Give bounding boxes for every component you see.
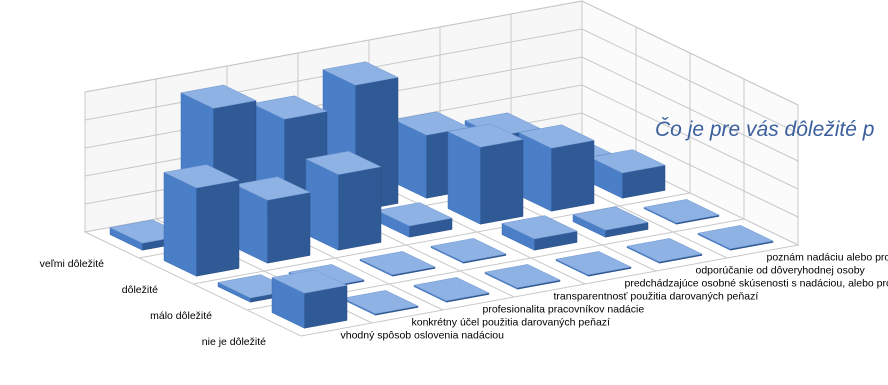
bar [271, 269, 348, 329]
bar-front [305, 158, 339, 251]
bar-top [555, 251, 632, 276]
series-label: odporúčanie od dôveryhodnej osoby [696, 265, 866, 277]
bar-side [551, 140, 595, 212]
category-label: málo dôležité [150, 310, 212, 322]
bar-top [393, 111, 470, 136]
category-label: dôležité [122, 284, 158, 296]
series-label: konkrétny účel použitia darovaných peňaz… [412, 317, 611, 329]
bar [643, 199, 720, 225]
bar-top [180, 84, 257, 109]
bar [589, 149, 666, 199]
bar [484, 264, 561, 290]
bar [447, 123, 524, 225]
bar-front [163, 172, 197, 277]
series-label: predchádzajúce osobné skúsenosti s nadác… [625, 278, 888, 290]
bar-top [413, 277, 490, 302]
bar [163, 164, 240, 277]
category-label: nie je dôležité [202, 336, 266, 348]
gridline [84, 28, 799, 134]
bar-top [251, 95, 328, 120]
bar-top [643, 199, 720, 224]
bar [626, 238, 703, 264]
bar-top [234, 176, 311, 201]
chart-labels: veľmi dôležité dôležité málo dôležité nie j… [40, 252, 888, 349]
category-label: veľmi dôležité [40, 258, 104, 270]
bar [697, 225, 774, 251]
bar [555, 251, 632, 277]
bar-top [626, 238, 703, 263]
bar [359, 251, 436, 277]
bar-top [322, 61, 399, 86]
bar-top [342, 290, 419, 315]
bar-side [196, 179, 240, 277]
bar-top [271, 269, 348, 294]
series-label: vhodný spôsob oslovenia nadáciou [341, 330, 505, 342]
bar-top [447, 123, 524, 148]
series-label: profesionalita pracovníkov nadácie [483, 304, 645, 316]
bar-top [163, 164, 240, 189]
bar-top [430, 238, 507, 263]
bar-top [305, 150, 382, 175]
chart-bars [109, 61, 774, 329]
bar [305, 150, 382, 251]
bar [376, 202, 453, 238]
series-label: transparentnosť použitia darovaných peňa… [554, 291, 759, 303]
bar-top [589, 149, 666, 174]
bar-top [501, 215, 578, 240]
bar-top [572, 206, 649, 231]
bar [501, 215, 578, 251]
series-label: poznám nadáciu alebo projekt z novín, ro… [767, 252, 888, 264]
floor-line [368, 179, 586, 285]
bar-side [338, 166, 382, 251]
bar [234, 176, 311, 264]
bar-side [267, 192, 311, 264]
bar [413, 277, 490, 303]
chart-title: Čo je pre vás dôležité p [655, 118, 875, 141]
bar-top [376, 202, 453, 227]
bar-top [484, 264, 561, 289]
bar [430, 238, 507, 264]
gridline [84, 0, 799, 106]
bar-side [480, 139, 524, 225]
bar [342, 290, 419, 316]
bar-front [447, 131, 481, 225]
bar-top [518, 124, 595, 149]
bar-top [697, 225, 774, 250]
bar [572, 206, 649, 238]
bar [518, 124, 595, 212]
bar-top [359, 251, 436, 276]
